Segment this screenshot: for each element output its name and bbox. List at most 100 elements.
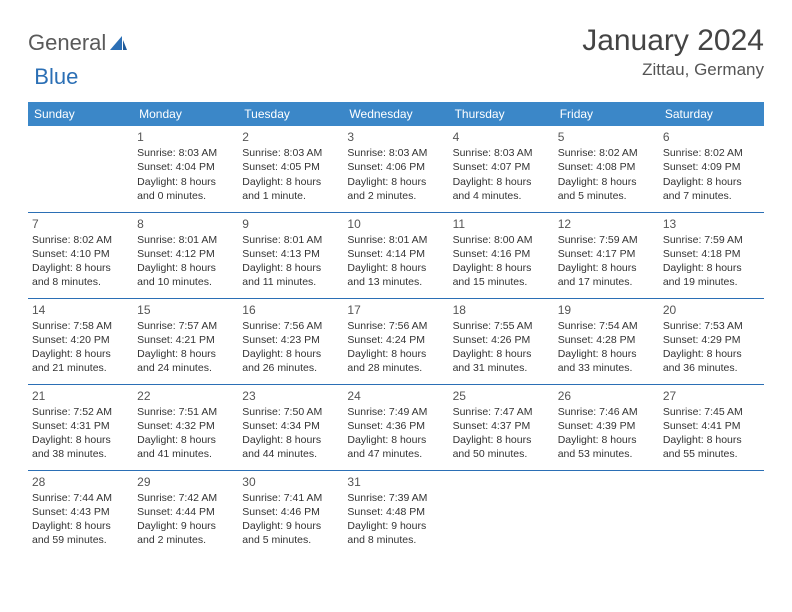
daylight-text: Daylight: 8 hours bbox=[663, 433, 760, 447]
day-number: 11 bbox=[453, 216, 550, 232]
day-number: 14 bbox=[32, 302, 129, 318]
calendar-day-cell: 31Sunrise: 7:39 AMSunset: 4:48 PMDayligh… bbox=[343, 470, 448, 556]
sunset-text: Sunset: 4:39 PM bbox=[558, 419, 655, 433]
daylight-text: Daylight: 8 hours bbox=[558, 261, 655, 275]
sunrise-text: Sunrise: 8:02 AM bbox=[663, 146, 760, 160]
logo-text-blue: Blue bbox=[34, 64, 78, 90]
calendar-day-cell bbox=[28, 126, 133, 212]
daylight-text: and 36 minutes. bbox=[663, 361, 760, 375]
day-number: 29 bbox=[137, 474, 234, 490]
sunset-text: Sunset: 4:16 PM bbox=[453, 247, 550, 261]
calendar-table: Sunday Monday Tuesday Wednesday Thursday… bbox=[28, 102, 764, 556]
sunrise-text: Sunrise: 7:47 AM bbox=[453, 405, 550, 419]
sunset-text: Sunset: 4:43 PM bbox=[32, 505, 129, 519]
daylight-text: Daylight: 8 hours bbox=[32, 261, 129, 275]
daylight-text: and 7 minutes. bbox=[663, 189, 760, 203]
calendar-week-row: 1Sunrise: 8:03 AMSunset: 4:04 PMDaylight… bbox=[28, 126, 764, 212]
daylight-text: Daylight: 8 hours bbox=[558, 175, 655, 189]
calendar-day-cell: 5Sunrise: 8:02 AMSunset: 4:08 PMDaylight… bbox=[554, 126, 659, 212]
daylight-text: and 8 minutes. bbox=[347, 533, 444, 547]
day-number: 23 bbox=[242, 388, 339, 404]
day-number: 17 bbox=[347, 302, 444, 318]
sunrise-text: Sunrise: 7:58 AM bbox=[32, 319, 129, 333]
daylight-text: and 50 minutes. bbox=[453, 447, 550, 461]
sunset-text: Sunset: 4:44 PM bbox=[137, 505, 234, 519]
sunrise-text: Sunrise: 7:49 AM bbox=[347, 405, 444, 419]
calendar-day-cell: 23Sunrise: 7:50 AMSunset: 4:34 PMDayligh… bbox=[238, 384, 343, 470]
calendar-day-cell: 8Sunrise: 8:01 AMSunset: 4:12 PMDaylight… bbox=[133, 212, 238, 298]
day-number: 10 bbox=[347, 216, 444, 232]
weekday-header: Friday bbox=[554, 102, 659, 126]
calendar-day-cell: 26Sunrise: 7:46 AMSunset: 4:39 PMDayligh… bbox=[554, 384, 659, 470]
sunset-text: Sunset: 4:29 PM bbox=[663, 333, 760, 347]
day-number: 4 bbox=[453, 129, 550, 145]
daylight-text: and 5 minutes. bbox=[242, 533, 339, 547]
sunrise-text: Sunrise: 8:03 AM bbox=[242, 146, 339, 160]
calendar-day-cell: 21Sunrise: 7:52 AMSunset: 4:31 PMDayligh… bbox=[28, 384, 133, 470]
calendar-day-cell: 30Sunrise: 7:41 AMSunset: 4:46 PMDayligh… bbox=[238, 470, 343, 556]
daylight-text: and 59 minutes. bbox=[32, 533, 129, 547]
daylight-text: and 13 minutes. bbox=[347, 275, 444, 289]
daylight-text: and 17 minutes. bbox=[558, 275, 655, 289]
sunset-text: Sunset: 4:26 PM bbox=[453, 333, 550, 347]
calendar-day-cell: 7Sunrise: 8:02 AMSunset: 4:10 PMDaylight… bbox=[28, 212, 133, 298]
daylight-text: Daylight: 8 hours bbox=[347, 175, 444, 189]
calendar-day-cell: 28Sunrise: 7:44 AMSunset: 4:43 PMDayligh… bbox=[28, 470, 133, 556]
sunset-text: Sunset: 4:08 PM bbox=[558, 160, 655, 174]
sunrise-text: Sunrise: 7:59 AM bbox=[663, 233, 760, 247]
sunset-text: Sunset: 4:21 PM bbox=[137, 333, 234, 347]
sunset-text: Sunset: 4:37 PM bbox=[453, 419, 550, 433]
sunset-text: Sunset: 4:04 PM bbox=[137, 160, 234, 174]
sunset-text: Sunset: 4:23 PM bbox=[242, 333, 339, 347]
daylight-text: and 1 minute. bbox=[242, 189, 339, 203]
daylight-text: and 4 minutes. bbox=[453, 189, 550, 203]
daylight-text: Daylight: 8 hours bbox=[242, 433, 339, 447]
weekday-header: Tuesday bbox=[238, 102, 343, 126]
daylight-text: and 8 minutes. bbox=[32, 275, 129, 289]
calendar-day-cell bbox=[659, 470, 764, 556]
day-number: 12 bbox=[558, 216, 655, 232]
sunrise-text: Sunrise: 7:46 AM bbox=[558, 405, 655, 419]
calendar-day-cell: 1Sunrise: 8:03 AMSunset: 4:04 PMDaylight… bbox=[133, 126, 238, 212]
daylight-text: Daylight: 8 hours bbox=[137, 347, 234, 361]
sunset-text: Sunset: 4:17 PM bbox=[558, 247, 655, 261]
daylight-text: Daylight: 8 hours bbox=[663, 261, 760, 275]
daylight-text: and 5 minutes. bbox=[558, 189, 655, 203]
sunrise-text: Sunrise: 7:59 AM bbox=[558, 233, 655, 247]
daylight-text: and 2 minutes. bbox=[137, 533, 234, 547]
weekday-header: Saturday bbox=[659, 102, 764, 126]
daylight-text: Daylight: 8 hours bbox=[347, 347, 444, 361]
day-number: 30 bbox=[242, 474, 339, 490]
day-number: 24 bbox=[347, 388, 444, 404]
day-number: 31 bbox=[347, 474, 444, 490]
calendar-day-cell bbox=[449, 470, 554, 556]
logo: General bbox=[28, 30, 128, 56]
sunset-text: Sunset: 4:06 PM bbox=[347, 160, 444, 174]
sunset-text: Sunset: 4:24 PM bbox=[347, 333, 444, 347]
daylight-text: and 19 minutes. bbox=[663, 275, 760, 289]
daylight-text: and 26 minutes. bbox=[242, 361, 339, 375]
sunrise-text: Sunrise: 8:01 AM bbox=[347, 233, 444, 247]
daylight-text: Daylight: 8 hours bbox=[663, 347, 760, 361]
calendar-day-cell: 17Sunrise: 7:56 AMSunset: 4:24 PMDayligh… bbox=[343, 298, 448, 384]
sunset-text: Sunset: 4:13 PM bbox=[242, 247, 339, 261]
sunrise-text: Sunrise: 7:50 AM bbox=[242, 405, 339, 419]
weekday-header: Sunday bbox=[28, 102, 133, 126]
sunrise-text: Sunrise: 7:45 AM bbox=[663, 405, 760, 419]
month-title: January 2024 bbox=[582, 24, 764, 58]
sunrise-text: Sunrise: 7:56 AM bbox=[242, 319, 339, 333]
sunrise-text: Sunrise: 7:55 AM bbox=[453, 319, 550, 333]
daylight-text: and 53 minutes. bbox=[558, 447, 655, 461]
daylight-text: and 38 minutes. bbox=[32, 447, 129, 461]
sunset-text: Sunset: 4:28 PM bbox=[558, 333, 655, 347]
sunrise-text: Sunrise: 8:01 AM bbox=[242, 233, 339, 247]
day-number: 19 bbox=[558, 302, 655, 318]
sunrise-text: Sunrise: 7:41 AM bbox=[242, 491, 339, 505]
calendar-week-row: 7Sunrise: 8:02 AMSunset: 4:10 PMDaylight… bbox=[28, 212, 764, 298]
calendar-body: 1Sunrise: 8:03 AMSunset: 4:04 PMDaylight… bbox=[28, 126, 764, 556]
location: Zittau, Germany bbox=[582, 60, 764, 80]
daylight-text: and 2 minutes. bbox=[347, 189, 444, 203]
calendar-day-cell: 13Sunrise: 7:59 AMSunset: 4:18 PMDayligh… bbox=[659, 212, 764, 298]
day-number: 15 bbox=[137, 302, 234, 318]
calendar-day-cell bbox=[554, 470, 659, 556]
